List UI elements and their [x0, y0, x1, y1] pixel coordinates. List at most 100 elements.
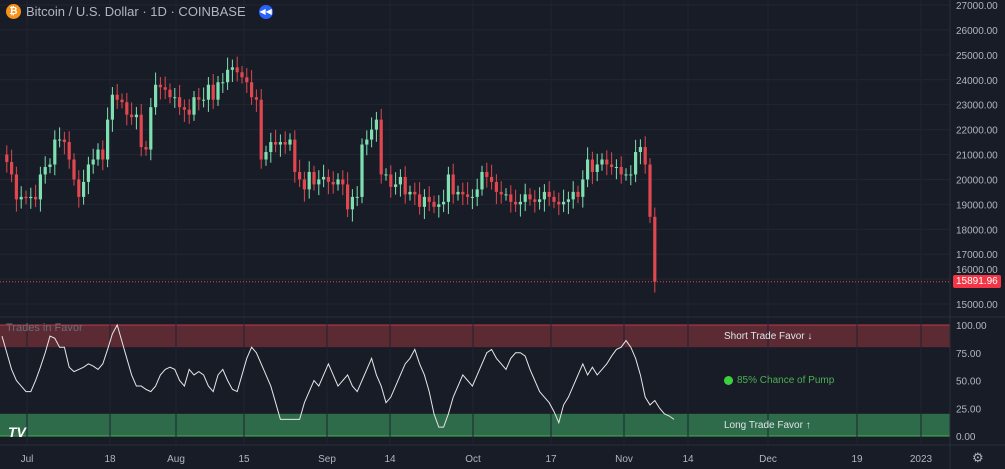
time-tick-label: 18	[104, 454, 116, 465]
candle-body	[638, 147, 642, 153]
time-tick-label: Jul	[21, 454, 34, 465]
price-tick-label: 20000.00	[956, 175, 998, 186]
candle-body	[106, 119, 110, 160]
candle-body	[365, 139, 369, 145]
candle-body	[173, 97, 177, 99]
candle-body	[43, 166, 47, 175]
candle-body	[86, 164, 90, 182]
candle-body	[634, 152, 638, 175]
replay-rewind-icon[interactable]: ◀◀	[258, 4, 273, 19]
candle-body	[552, 196, 556, 202]
trades-in-favor-line	[1, 323, 675, 428]
candle-body	[101, 149, 105, 160]
candle-body	[187, 109, 191, 115]
candle-body	[475, 189, 479, 197]
candle-body	[413, 191, 417, 195]
candle-body	[226, 69, 230, 83]
candle-body	[518, 201, 522, 205]
candle-body	[394, 184, 398, 187]
candle-body	[374, 119, 378, 130]
candle-body	[326, 176, 330, 182]
candle-body	[14, 174, 18, 200]
candle-body	[77, 179, 81, 197]
candle-body	[5, 154, 9, 162]
candle-body	[134, 114, 138, 118]
candle-body	[418, 194, 422, 207]
candle-body	[528, 194, 532, 200]
osc-tick-label: 0.00	[956, 432, 976, 443]
candle-body	[384, 174, 388, 176]
candle-body	[648, 164, 652, 217]
settings-gear-icon[interactable]: ⚙	[972, 450, 984, 465]
price-tick-label: 16000.00	[956, 265, 998, 276]
time-tick-label: 19	[851, 454, 863, 465]
candle-body	[360, 144, 364, 197]
candle-body	[24, 196, 28, 199]
candle-body	[466, 194, 470, 197]
candle-body	[259, 99, 263, 160]
candle-body	[264, 152, 268, 160]
candle-body	[389, 174, 393, 187]
candle-body	[206, 84, 210, 100]
price-tick-label: 23000.00	[956, 101, 998, 112]
osc-tick-label: 100.00	[956, 321, 987, 332]
price-tick-label: 25000.00	[956, 51, 998, 62]
candle-body	[293, 139, 297, 172]
candle-body	[139, 114, 143, 148]
candle-body	[355, 196, 359, 198]
candle-body	[653, 216, 657, 282]
candle-body	[91, 159, 95, 165]
time-tick-label: Oct	[465, 454, 481, 465]
indicator-title[interactable]: Trades in Favor	[6, 322, 83, 334]
time-tick-label: 2023	[910, 454, 933, 465]
candle-body	[461, 191, 465, 195]
price-tick-label: 21000.00	[956, 151, 998, 162]
candle-body	[533, 199, 537, 202]
candle-body	[158, 84, 162, 88]
candle-body	[34, 196, 38, 200]
candle-body	[250, 82, 254, 98]
candle-body	[312, 171, 316, 185]
candle-body	[274, 142, 278, 145]
candle-body	[53, 139, 57, 165]
candle-body	[509, 194, 513, 202]
candle-body	[298, 171, 302, 180]
candle-body	[422, 196, 426, 207]
candle-body	[230, 67, 234, 70]
candle-body	[216, 82, 220, 100]
candle-body	[38, 174, 42, 200]
candle-body	[379, 119, 383, 175]
tradingview-logo[interactable]: TV	[8, 424, 26, 440]
candle-body	[168, 89, 172, 98]
candle-body	[566, 199, 570, 202]
candle-body	[245, 77, 249, 83]
time-tick-label: Sep	[318, 454, 336, 465]
candle-body	[154, 84, 158, 108]
candle-body	[494, 181, 498, 192]
candle-body	[62, 139, 66, 143]
candle-body	[197, 97, 201, 100]
candle-body	[110, 94, 114, 120]
candle-body	[470, 196, 474, 198]
candle-body	[398, 176, 402, 185]
candle-body	[341, 179, 345, 185]
candle-body	[403, 176, 407, 195]
candle-body	[269, 142, 273, 153]
candle-body	[283, 142, 287, 145]
candle-body	[504, 194, 508, 196]
symbol-title[interactable]: Bitcoin / U.S. Dollar · 1D · COINBASE	[26, 4, 246, 19]
candle-body	[130, 114, 134, 118]
candle-body	[317, 179, 321, 185]
pump-signal: 85% Chance of Pump	[724, 375, 834, 386]
candle-body	[542, 191, 546, 200]
candle-body	[202, 99, 206, 101]
candle-body	[10, 161, 14, 175]
candle-body	[571, 191, 575, 200]
price-tick-label: 17000.00	[956, 250, 998, 261]
candle-body	[605, 159, 609, 165]
candle-body	[614, 166, 618, 168]
osc-tick-label: 50.00	[956, 377, 981, 388]
candle-body	[72, 159, 76, 180]
short-trade-label: Short Trade Favor ↓	[724, 331, 813, 342]
